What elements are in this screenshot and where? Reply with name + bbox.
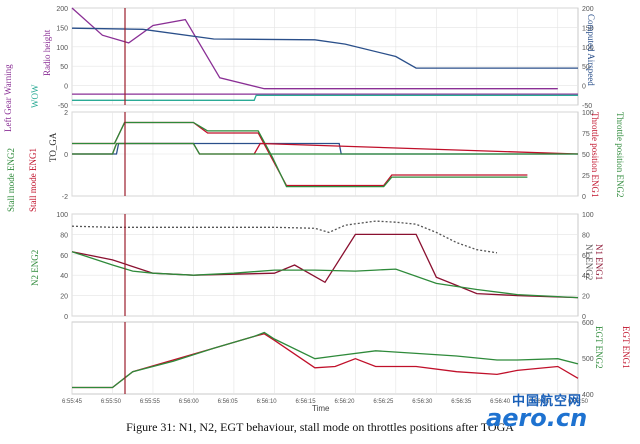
y-tick-label-left: 150 (56, 25, 68, 32)
x-tick-label: 6:56:20 (334, 399, 355, 405)
y-tick-label-left: 20 (60, 294, 68, 301)
x-tick-label: 6:56:10 (257, 399, 278, 405)
x-tick-label: 6:56:15 (296, 399, 317, 405)
y-tick-label-left: 100 (56, 212, 68, 219)
y-tick-label-right: 40 (582, 273, 590, 280)
y-tick-label-right: 80 (582, 232, 590, 239)
y-tick-label-right: 75 (582, 131, 590, 138)
series-line-n2-eng2 (71, 251, 579, 299)
y-tick-label-left: 0 (64, 152, 68, 159)
x-axis-label: Time (312, 404, 330, 413)
y-label-n1-eng1: N1 ENG1 (594, 244, 604, 281)
x-tick-label: 6:56:05 (218, 399, 239, 405)
y-tick-label-left: 40 (60, 273, 68, 280)
x-tick-label: 6:56:25 (373, 399, 394, 405)
x-tick-label: 6:55:55 (140, 399, 161, 405)
figure-caption: Figure 31: N1, N2, EGT behaviour, stall … (126, 420, 514, 434)
x-tick-label: 6:55:50 (101, 399, 122, 405)
y-tick-label-right: 400 (582, 392, 594, 399)
y-tick-label-right: 0 (582, 314, 586, 321)
series-line-egt-eng1 (72, 333, 579, 389)
y-tick-label-right: 100 (582, 212, 594, 219)
y-label-throttle-eng2: Throttle position ENG2 (615, 112, 625, 198)
x-tick-label: 6:56:00 (179, 399, 200, 405)
watermark-cn: 中国航空网 (512, 394, 583, 409)
y-tick-label-right: 600 (582, 320, 594, 327)
panel-frame (71, 7, 579, 106)
series-line-throttle-position-eng2 (72, 121, 528, 188)
y-tick-label-right: 200 (582, 6, 594, 13)
panel-frame (71, 213, 579, 317)
x-tick-label: 6:56:50 (568, 399, 589, 405)
y-tick-label-left: 0 (64, 314, 68, 321)
series-line-egt-eng2 (72, 331, 579, 389)
y-label-egt-eng2: EGT ENG2 (594, 326, 604, 369)
y-tick-label-right: 100 (582, 45, 594, 52)
y-tick-label-right: 0 (582, 194, 586, 201)
watermark-logo: 中国航空网 aero.cn (486, 390, 636, 438)
y-label-throttle-eng1: Throttle position ENG1 (590, 112, 600, 198)
y-tick-label-right: 50 (582, 64, 590, 71)
y-tick-label-right: 150 (582, 25, 594, 32)
x-tick-label: 6:56:30 (412, 399, 433, 405)
y-tick-label-left: 60 (60, 253, 68, 260)
series-line-wow (72, 94, 578, 101)
y-tick-label-right: 0 (582, 84, 586, 91)
y-label-left-gear-warning: Left Gear Warning (3, 64, 13, 132)
y-tick-label-left: 0 (64, 84, 68, 91)
y-tick-label-right: 500 (582, 356, 594, 363)
series-line-computed-airspeed (71, 27, 578, 69)
x-tick-label: 6:56:45 (529, 399, 550, 405)
y-tick-label-left: -50 (58, 103, 68, 110)
y-label-stall-mode-eng1: Stall mode ENG1 (28, 148, 38, 212)
y-label-stall-mode-eng2: Stall mode ENG2 (6, 148, 16, 212)
y-tick-label-left: 100 (56, 45, 68, 52)
y-label-n2-eng2: N2 ENG2 (30, 249, 40, 286)
y-tick-label-left: 80 (60, 232, 68, 239)
y-tick-label-right: 50 (582, 152, 590, 159)
x-tick-label: 6:56:35 (451, 399, 472, 405)
y-label-egt-eng1: EGT ENG1 (621, 326, 631, 369)
series-line-n1-eng2 (71, 220, 498, 254)
y-tick-label-left: 2 (64, 110, 68, 117)
y-tick-label-left: 200 (56, 6, 68, 13)
chart-panels: 200150100500-50200150100500-5020-2100755… (56, 6, 593, 405)
y-label-toga: TO_GA (48, 132, 58, 162)
watermark-en: aero.cn (486, 404, 588, 432)
y-tick-label-left: -2 (62, 194, 68, 201)
y-tick-label-right: 60 (582, 253, 590, 260)
y-tick-label-right: 25 (582, 173, 590, 180)
series-line-stall-mode-eng2 (72, 142, 578, 155)
y-label-wow: WOW (30, 84, 40, 109)
y-label-n1-eng2: N1 ENG2 (584, 244, 594, 281)
series-line-radio-height (71, 7, 558, 90)
y-label-computed-airspeed: Computed Airspeed (586, 14, 596, 86)
y-tick-label-right: -50 (582, 103, 592, 110)
y-tick-label-right: 20 (582, 294, 590, 301)
x-tick-label: 6:56:40 (490, 399, 511, 405)
y-tick-label-right: 100 (582, 110, 594, 117)
y-tick-label-left: 50 (60, 64, 68, 71)
x-tick-label: 6:55:45 (62, 399, 83, 405)
y-label-radio-height: Radio height (42, 29, 52, 76)
